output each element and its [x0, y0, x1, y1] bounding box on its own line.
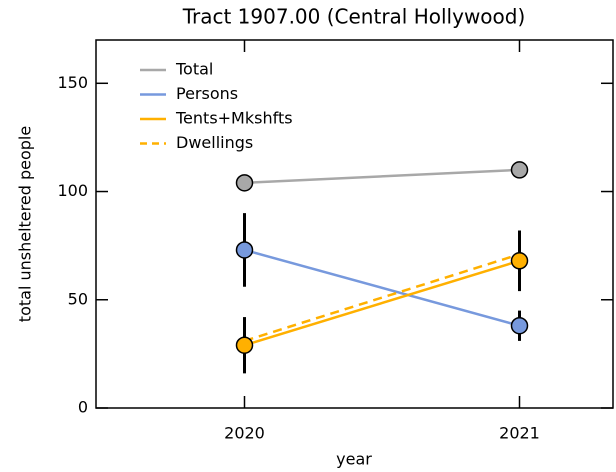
series-line [244, 259, 520, 347]
chart-title: Tract 1907.00 (Central Hollywood) [182, 5, 526, 29]
marker [235, 336, 254, 354]
marker [510, 252, 529, 270]
y-tick-label: 150 [57, 73, 88, 92]
legend-label: Tents+Mkshfts [175, 109, 293, 128]
legend-label: Dwellings [176, 133, 253, 152]
marker [235, 174, 254, 192]
x-axis-label: year [336, 450, 372, 469]
series-line [244, 253, 520, 343]
series-line [244, 248, 520, 327]
marker [510, 316, 529, 335]
marker [510, 161, 529, 179]
series-line [244, 168, 520, 185]
y-tick-label: 50 [68, 289, 88, 308]
y-axis-label: total unsheltered people [16, 126, 35, 322]
x-tick-label: 2020 [224, 424, 265, 443]
legend-label: Persons [176, 84, 238, 103]
y-tick-label: 0 [78, 398, 88, 417]
x-tick-label: 2021 [499, 424, 540, 443]
legend-label: Total [175, 60, 213, 79]
marker [235, 241, 254, 259]
plot-frame [95, 39, 614, 409]
y-tick-label: 100 [57, 181, 88, 200]
